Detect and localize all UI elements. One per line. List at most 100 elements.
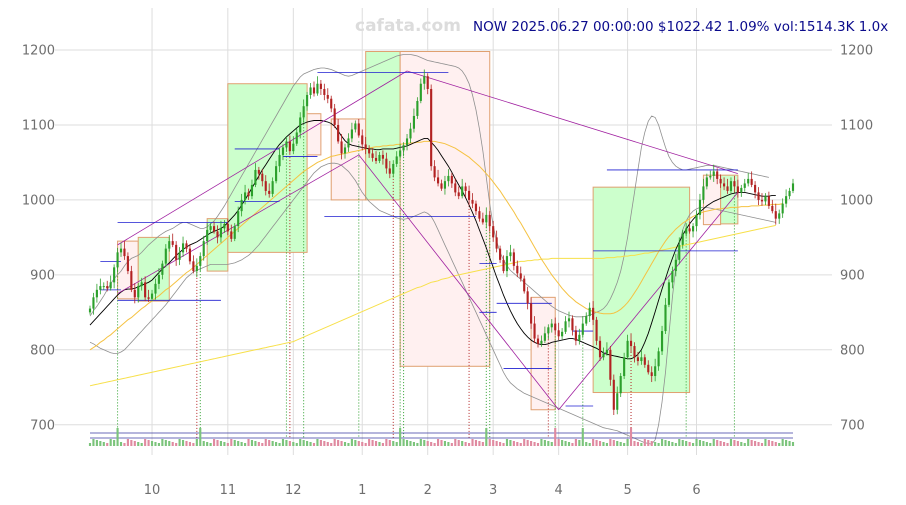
volume-bar-down <box>144 439 147 446</box>
volume-bar-up <box>202 441 205 446</box>
y-tick-label-right: 700 <box>840 418 865 433</box>
volume-bar-up <box>685 441 688 446</box>
y-tick-label-left: 1100 <box>22 118 55 133</box>
candle-up <box>712 171 715 176</box>
volume-bar-up <box>392 441 395 446</box>
volume-bar-up <box>178 439 181 446</box>
candle-down <box>130 271 133 290</box>
y-tick-label-left: 1200 <box>22 44 55 59</box>
candle-down <box>598 340 602 358</box>
candle-up <box>447 175 450 182</box>
volume-bar-down <box>123 443 126 446</box>
candle-up <box>223 223 226 229</box>
volume-bar-down <box>499 442 502 446</box>
candle-down <box>574 330 577 341</box>
volume-bar-up <box>602 442 605 446</box>
header-volume: vol:1514.3K <box>774 19 856 35</box>
candle-up <box>667 282 671 305</box>
volume-bar-up <box>785 440 788 446</box>
candle-up <box>233 226 236 239</box>
candle-up <box>778 213 781 219</box>
volume-bar-up <box>306 441 309 446</box>
candle-up <box>250 184 254 197</box>
candle-down <box>595 319 598 341</box>
candle-up <box>316 83 319 94</box>
volume-bar-up <box>343 442 347 446</box>
volume-bar-down <box>464 442 467 446</box>
candle-up <box>402 145 405 151</box>
volume-bar-down <box>147 440 150 446</box>
volume-bar-up <box>619 442 622 446</box>
volume-bar-up <box>223 442 226 446</box>
volume-bar-up <box>788 441 791 446</box>
candle-up <box>412 115 415 129</box>
volume-bar-down <box>454 439 457 446</box>
volume-bar-up <box>140 443 143 446</box>
volume-bar-down <box>326 442 329 446</box>
candle-up <box>416 100 419 116</box>
volume-bar-up <box>405 440 409 446</box>
volume-bar-down <box>612 440 615 446</box>
candle-down <box>571 318 574 331</box>
candle-down <box>719 178 722 184</box>
candle-up <box>709 175 712 178</box>
candle-down <box>175 244 178 260</box>
volume-bar-down <box>175 443 178 446</box>
candle-up <box>119 248 123 253</box>
candle-down <box>126 256 129 272</box>
candle-down <box>312 87 316 94</box>
candle-down <box>357 123 360 136</box>
volume-bar-up <box>250 440 254 446</box>
candle-up <box>281 147 285 155</box>
volume-bar-down <box>478 441 481 446</box>
candle-down <box>257 169 260 174</box>
candle-up <box>505 256 509 272</box>
x-tick-label: 1 <box>358 483 366 498</box>
volume-bar-down <box>488 439 491 446</box>
volume-bar-up <box>409 441 412 446</box>
volume-bar-up <box>674 443 677 446</box>
volume-bar-up <box>681 440 684 446</box>
candle-up <box>405 138 409 146</box>
volume-bar-up <box>299 439 302 446</box>
candle-down <box>147 297 150 299</box>
volume-bar-down <box>519 443 522 446</box>
volume-bar-down <box>723 442 726 446</box>
candle-down <box>750 178 753 185</box>
candle-down <box>188 248 192 262</box>
lower-band <box>89 162 776 445</box>
header-change: 1.09% <box>727 19 770 35</box>
volume-bar-down <box>133 441 136 446</box>
candle-down <box>171 241 174 245</box>
volume-bar-up <box>791 442 795 446</box>
volume-bar-up <box>95 440 98 446</box>
candle-up <box>788 190 791 197</box>
candle-up <box>350 129 353 139</box>
volume-bar-down <box>495 441 498 446</box>
candle-down <box>519 273 522 279</box>
volume-bar-up <box>657 443 660 446</box>
volume-bar-down <box>230 439 233 446</box>
volume-bar-down <box>571 443 574 446</box>
candle-up <box>347 138 350 148</box>
volume-bar-up <box>347 443 350 446</box>
volume-bar-down <box>436 439 440 446</box>
candle-up <box>702 186 705 200</box>
volume-bar-up <box>281 439 285 446</box>
volume-bar-down <box>288 441 291 446</box>
candle-up <box>443 181 447 189</box>
candle-up <box>664 304 667 332</box>
candle-down <box>326 94 329 99</box>
candle-down <box>385 158 388 169</box>
volume-bar-down <box>330 443 333 446</box>
volume-bar-up <box>702 441 705 446</box>
candle-up <box>157 274 160 284</box>
volume-bar-down <box>774 442 777 446</box>
candle-up <box>695 214 698 227</box>
candle-up <box>685 228 688 234</box>
bands <box>89 54 776 445</box>
volume-bar-down <box>381 443 384 446</box>
volume-bar-up <box>578 440 581 446</box>
volume-bar-down <box>130 440 133 446</box>
